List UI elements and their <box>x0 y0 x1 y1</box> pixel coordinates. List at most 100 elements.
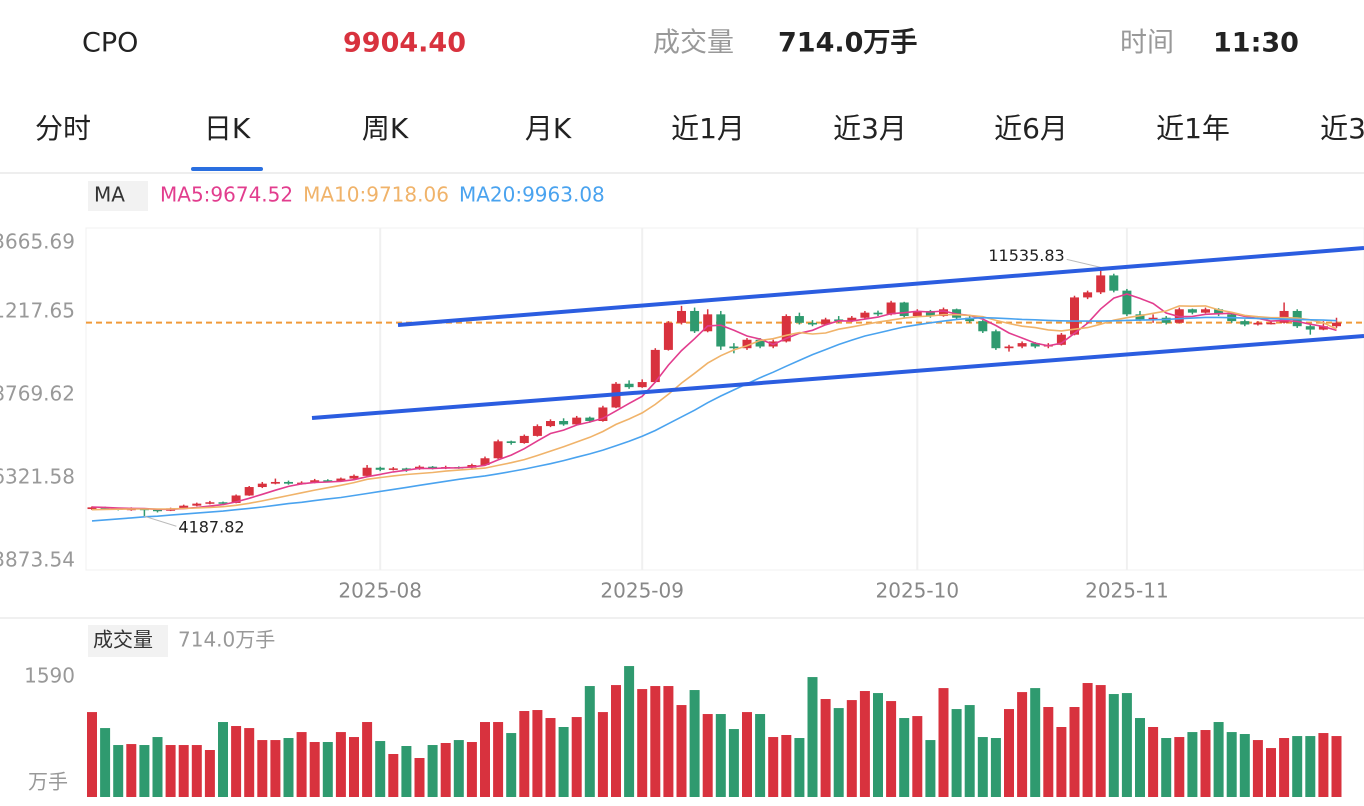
candle-body <box>1187 309 1197 313</box>
x-tick-label: 2025-10 <box>876 579 960 603</box>
volume-bar <box>388 754 399 797</box>
volume-bar <box>322 742 333 797</box>
candle-body <box>965 317 975 322</box>
candle-body <box>310 480 320 483</box>
volume-bar <box>1017 692 1028 797</box>
volume-bar <box>1266 748 1276 797</box>
candle-body <box>506 441 516 444</box>
candle-body <box>205 502 215 504</box>
volume-bar <box>663 686 674 797</box>
plot-frame <box>85 227 1364 571</box>
y-tick-label: 11217.65 <box>0 299 75 323</box>
candle-body <box>690 310 700 332</box>
x-tick-label: 2025-11 <box>1085 579 1169 603</box>
tab[interactable]: 日K <box>204 112 251 145</box>
candle-body <box>873 312 883 315</box>
candle-body <box>991 331 1001 349</box>
volume-bar <box>1004 709 1014 797</box>
volume-value: 714.0万手 <box>778 28 917 59</box>
volume-bar <box>742 712 752 797</box>
tab[interactable]: 分时 <box>35 112 91 145</box>
candle-body <box>794 316 804 323</box>
price: 9904.40 <box>343 28 466 59</box>
candle-body <box>1017 343 1027 347</box>
y-tick-label: 1590 <box>24 664 75 688</box>
candle-body <box>257 483 267 488</box>
y-tick-label: 6321.58 <box>0 464 75 488</box>
tab[interactable]: 近6月 <box>994 112 1068 145</box>
candle-body <box>192 503 202 506</box>
volume-bar <box>218 722 228 797</box>
candle-body <box>1030 343 1040 347</box>
volume-bar <box>912 716 923 797</box>
x-tick-label: 2025-09 <box>600 579 684 603</box>
volume-bar <box>781 734 792 797</box>
candle-body <box>493 441 503 459</box>
tab-indicator <box>191 167 263 171</box>
candle-body <box>1122 290 1132 315</box>
tab[interactable]: 近1年 <box>1156 112 1230 145</box>
volume-bar <box>1318 733 1329 797</box>
channel-upper <box>397 246 1364 327</box>
low-annotation: 4187.82 <box>178 518 244 537</box>
volume-bar <box>833 708 844 797</box>
candle-body <box>755 339 765 347</box>
candle-body <box>1109 275 1119 291</box>
volume-bar <box>584 686 595 797</box>
candle-body <box>559 421 569 425</box>
volume-bar <box>480 722 490 797</box>
volume-bar <box>938 688 949 797</box>
volume-bar <box>1161 738 1172 797</box>
candle-body <box>362 467 372 476</box>
volume-bar <box>689 690 700 797</box>
tab[interactable]: 月K <box>525 112 572 145</box>
volume-bar <box>335 732 346 797</box>
volume-bar <box>755 714 766 797</box>
volume-bar <box>401 746 412 797</box>
volume-bar <box>139 745 150 797</box>
volume-bar <box>1121 693 1132 797</box>
tab[interactable]: 周K <box>362 112 409 145</box>
volume-bar <box>1226 732 1237 797</box>
candle-body <box>781 316 791 342</box>
candle-body <box>1201 309 1210 313</box>
candle-body <box>742 339 752 349</box>
volume-bar <box>597 712 608 797</box>
candle-body <box>1161 317 1171 323</box>
candle-body <box>1253 322 1263 325</box>
volume-bar <box>1200 730 1211 797</box>
volume-bar <box>637 689 648 797</box>
volume-bar <box>1174 737 1185 797</box>
candle-body <box>1240 321 1250 325</box>
candle-body <box>1214 309 1224 315</box>
high-annotation: 11535.83 <box>988 246 1064 265</box>
volume-title-box <box>88 625 168 657</box>
ma-line <box>91 316 1337 522</box>
candle-body <box>1096 275 1106 293</box>
volume-bar <box>506 733 517 797</box>
candle-body <box>1266 322 1276 325</box>
legend-box <box>88 181 148 211</box>
tab[interactable]: 近1月 <box>671 112 745 145</box>
candle-body <box>572 417 582 425</box>
volume-bar <box>846 700 857 797</box>
volume-bar <box>899 718 910 797</box>
legend-entry: MA10:9718.06 <box>303 183 449 207</box>
volume-bar <box>165 745 176 797</box>
candle-body <box>847 317 857 322</box>
candle-body <box>637 382 647 388</box>
volume-bar <box>650 686 661 797</box>
volume-bar <box>1082 683 1093 797</box>
volume-unit: 万手 <box>28 770 68 794</box>
volume-bar <box>283 738 294 797</box>
tab[interactable]: 近3年 <box>1320 112 1364 145</box>
volume-bar <box>427 745 438 797</box>
candle-body <box>218 502 228 504</box>
tab[interactable]: 近3月 <box>833 112 907 145</box>
candle-body <box>677 310 686 323</box>
y-tick-label: 8769.62 <box>0 382 75 406</box>
volume-bar <box>990 738 1001 797</box>
volume-bar <box>820 699 831 797</box>
